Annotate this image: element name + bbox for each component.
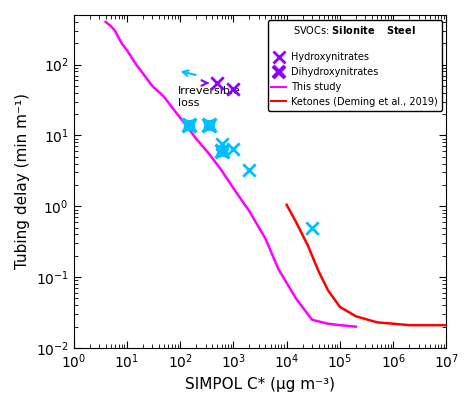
Point: [214, 80, 221, 86]
Point: [246, 167, 253, 174]
Point: [229, 86, 237, 92]
Point: [205, 122, 213, 128]
Point: [308, 224, 316, 231]
Text: Irreversible
loss: Irreversible loss: [178, 86, 241, 107]
Point: [186, 122, 193, 128]
Point: [205, 122, 213, 128]
Legend: Hydroxynitrates, Dihydroxynitrates, This study, Ketones (Deming et al., 2019): Hydroxynitrates, Dihydroxynitrates, This…: [268, 20, 442, 111]
Point: [218, 141, 225, 148]
Point: [218, 148, 225, 154]
Point: [218, 148, 225, 154]
Point: [186, 122, 193, 128]
Y-axis label: Tubing delay (min m⁻¹): Tubing delay (min m⁻¹): [15, 94, 30, 269]
X-axis label: SIMPOL C* (μg m⁻³): SIMPOL C* (μg m⁻³): [185, 377, 335, 392]
Point: [229, 145, 237, 152]
